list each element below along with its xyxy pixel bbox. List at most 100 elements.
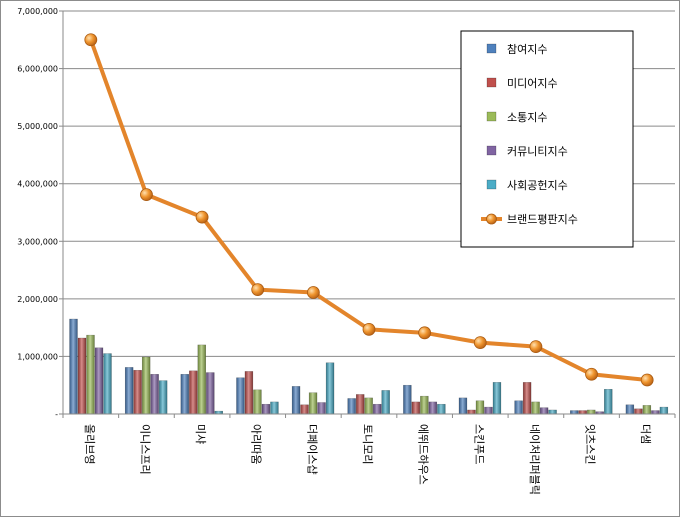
bar-shine: [364, 397, 373, 414]
bar-shine: [270, 401, 279, 414]
bar-shine: [180, 374, 189, 414]
bar-shine: [125, 367, 134, 414]
bar-shine: [347, 398, 356, 414]
line-point-8: [473, 336, 487, 350]
bar-shine: [356, 394, 365, 414]
bar-shine: [476, 400, 484, 414]
y-tick-label: -: [55, 410, 58, 419]
bar-shine: [142, 357, 151, 414]
legend-box: [460, 30, 634, 248]
bar-shine: [244, 371, 253, 414]
y-axis: - 1,000,000 2,000,000 3,000,000 4,000,000 5,0…: [17, 7, 64, 419]
legend-label: 미디어지수: [507, 77, 558, 90]
legend-label: 소통지수: [507, 111, 547, 124]
x-tick-label: 더페이스샵: [305, 424, 318, 475]
bar-shine: [437, 404, 446, 414]
bar-shine: [459, 397, 467, 414]
bar-shine: [159, 380, 168, 414]
x-tick-label: 에뛰드하우스: [417, 424, 431, 485]
bar-shine: [150, 374, 159, 414]
y-tick-label: 5,000,000: [17, 122, 58, 131]
bar-shine: [540, 407, 549, 414]
bar-shine: [309, 392, 318, 414]
y-tick-label: 1,000,000: [17, 352, 58, 361]
bar-shine: [133, 370, 142, 414]
line-point-11: [640, 373, 654, 387]
bar-shine: [69, 319, 78, 414]
bar-shine: [78, 338, 86, 414]
bar-shine: [428, 401, 437, 414]
line-point-2: [140, 188, 153, 202]
legend-label: 커뮤니티지수: [507, 145, 568, 158]
line-point-6: [362, 322, 376, 336]
line-point-3: [195, 210, 209, 224]
legend-swatch: [486, 179, 497, 190]
x-tick-label: 스킨푸드: [472, 424, 485, 464]
bar-shine: [411, 401, 420, 414]
legend-swatch: [486, 145, 497, 156]
legend-label: 브랜드평판지수: [507, 213, 578, 226]
y-tick-label: 2,000,000: [17, 295, 58, 304]
bar-shine: [373, 404, 382, 414]
x-tick-label: 더샘: [639, 424, 652, 444]
bar-shine: [570, 410, 579, 414]
bar-shine: [253, 389, 262, 414]
y-tick-label: 6,000,000: [17, 65, 58, 74]
bar-shine: [595, 411, 604, 414]
legend-swatch-marker: [486, 213, 497, 225]
bar-shine: [103, 353, 112, 414]
line-point-1: [84, 33, 98, 47]
x-tick-label: 잇츠스킨: [584, 424, 597, 464]
bar-shine: [300, 404, 309, 414]
bar-shine: [625, 404, 634, 414]
line-point-5: [306, 286, 320, 299]
bar-shine: [493, 382, 501, 414]
bars: [69, 318, 669, 415]
bar-shine: [214, 411, 223, 414]
bar-shine: [642, 405, 651, 414]
bar-shine: [604, 389, 613, 414]
legend-label: 참여지수: [507, 43, 547, 56]
bar-shine: [86, 335, 95, 414]
y-tick-label: 7,000,000: [17, 7, 58, 16]
x-tick-label: 이니스프리: [138, 424, 151, 475]
bar-shine: [531, 401, 540, 414]
legend-swatch: [486, 43, 497, 54]
bar-shine: [317, 402, 326, 414]
x-tick-label: 아리따움: [250, 424, 263, 464]
legend-label: 사회공헌지수: [507, 179, 568, 192]
x-tick-label: 네이처리퍼블릭: [528, 424, 541, 495]
bar-shine: [197, 344, 206, 414]
bar-shine: [381, 390, 390, 414]
bar-shine: [189, 370, 198, 414]
legend-swatch: [486, 111, 497, 122]
bar-shine: [514, 400, 523, 414]
bar-shine: [326, 362, 335, 414]
bar-shine: [420, 396, 429, 414]
bar-shine: [95, 347, 103, 414]
line-point-7: [418, 326, 432, 340]
bar-shine: [261, 404, 270, 414]
line-point-9: [529, 340, 543, 354]
line-point-4: [251, 283, 265, 297]
bar-shine: [548, 409, 557, 414]
bar-shine: [236, 377, 245, 414]
y-tick-label: 3,000,000: [17, 237, 58, 246]
bar-shine: [578, 410, 587, 414]
x-tick-label: 토니모리: [361, 424, 374, 464]
x-tick-label: 올리브영: [83, 424, 96, 464]
bar-shine: [206, 372, 215, 414]
line-point-10: [585, 367, 598, 381]
bar-shine: [659, 407, 668, 414]
x-tick-label: 미샤: [194, 424, 207, 444]
bar-shine: [467, 409, 476, 414]
bar-shine: [403, 385, 412, 414]
bar-shine: [634, 408, 643, 414]
bar-shine: [292, 386, 301, 414]
bar-shine: [484, 407, 493, 414]
line-series: [84, 33, 654, 387]
bar-shine: [651, 410, 660, 414]
gridlines: [63, 10, 675, 357]
